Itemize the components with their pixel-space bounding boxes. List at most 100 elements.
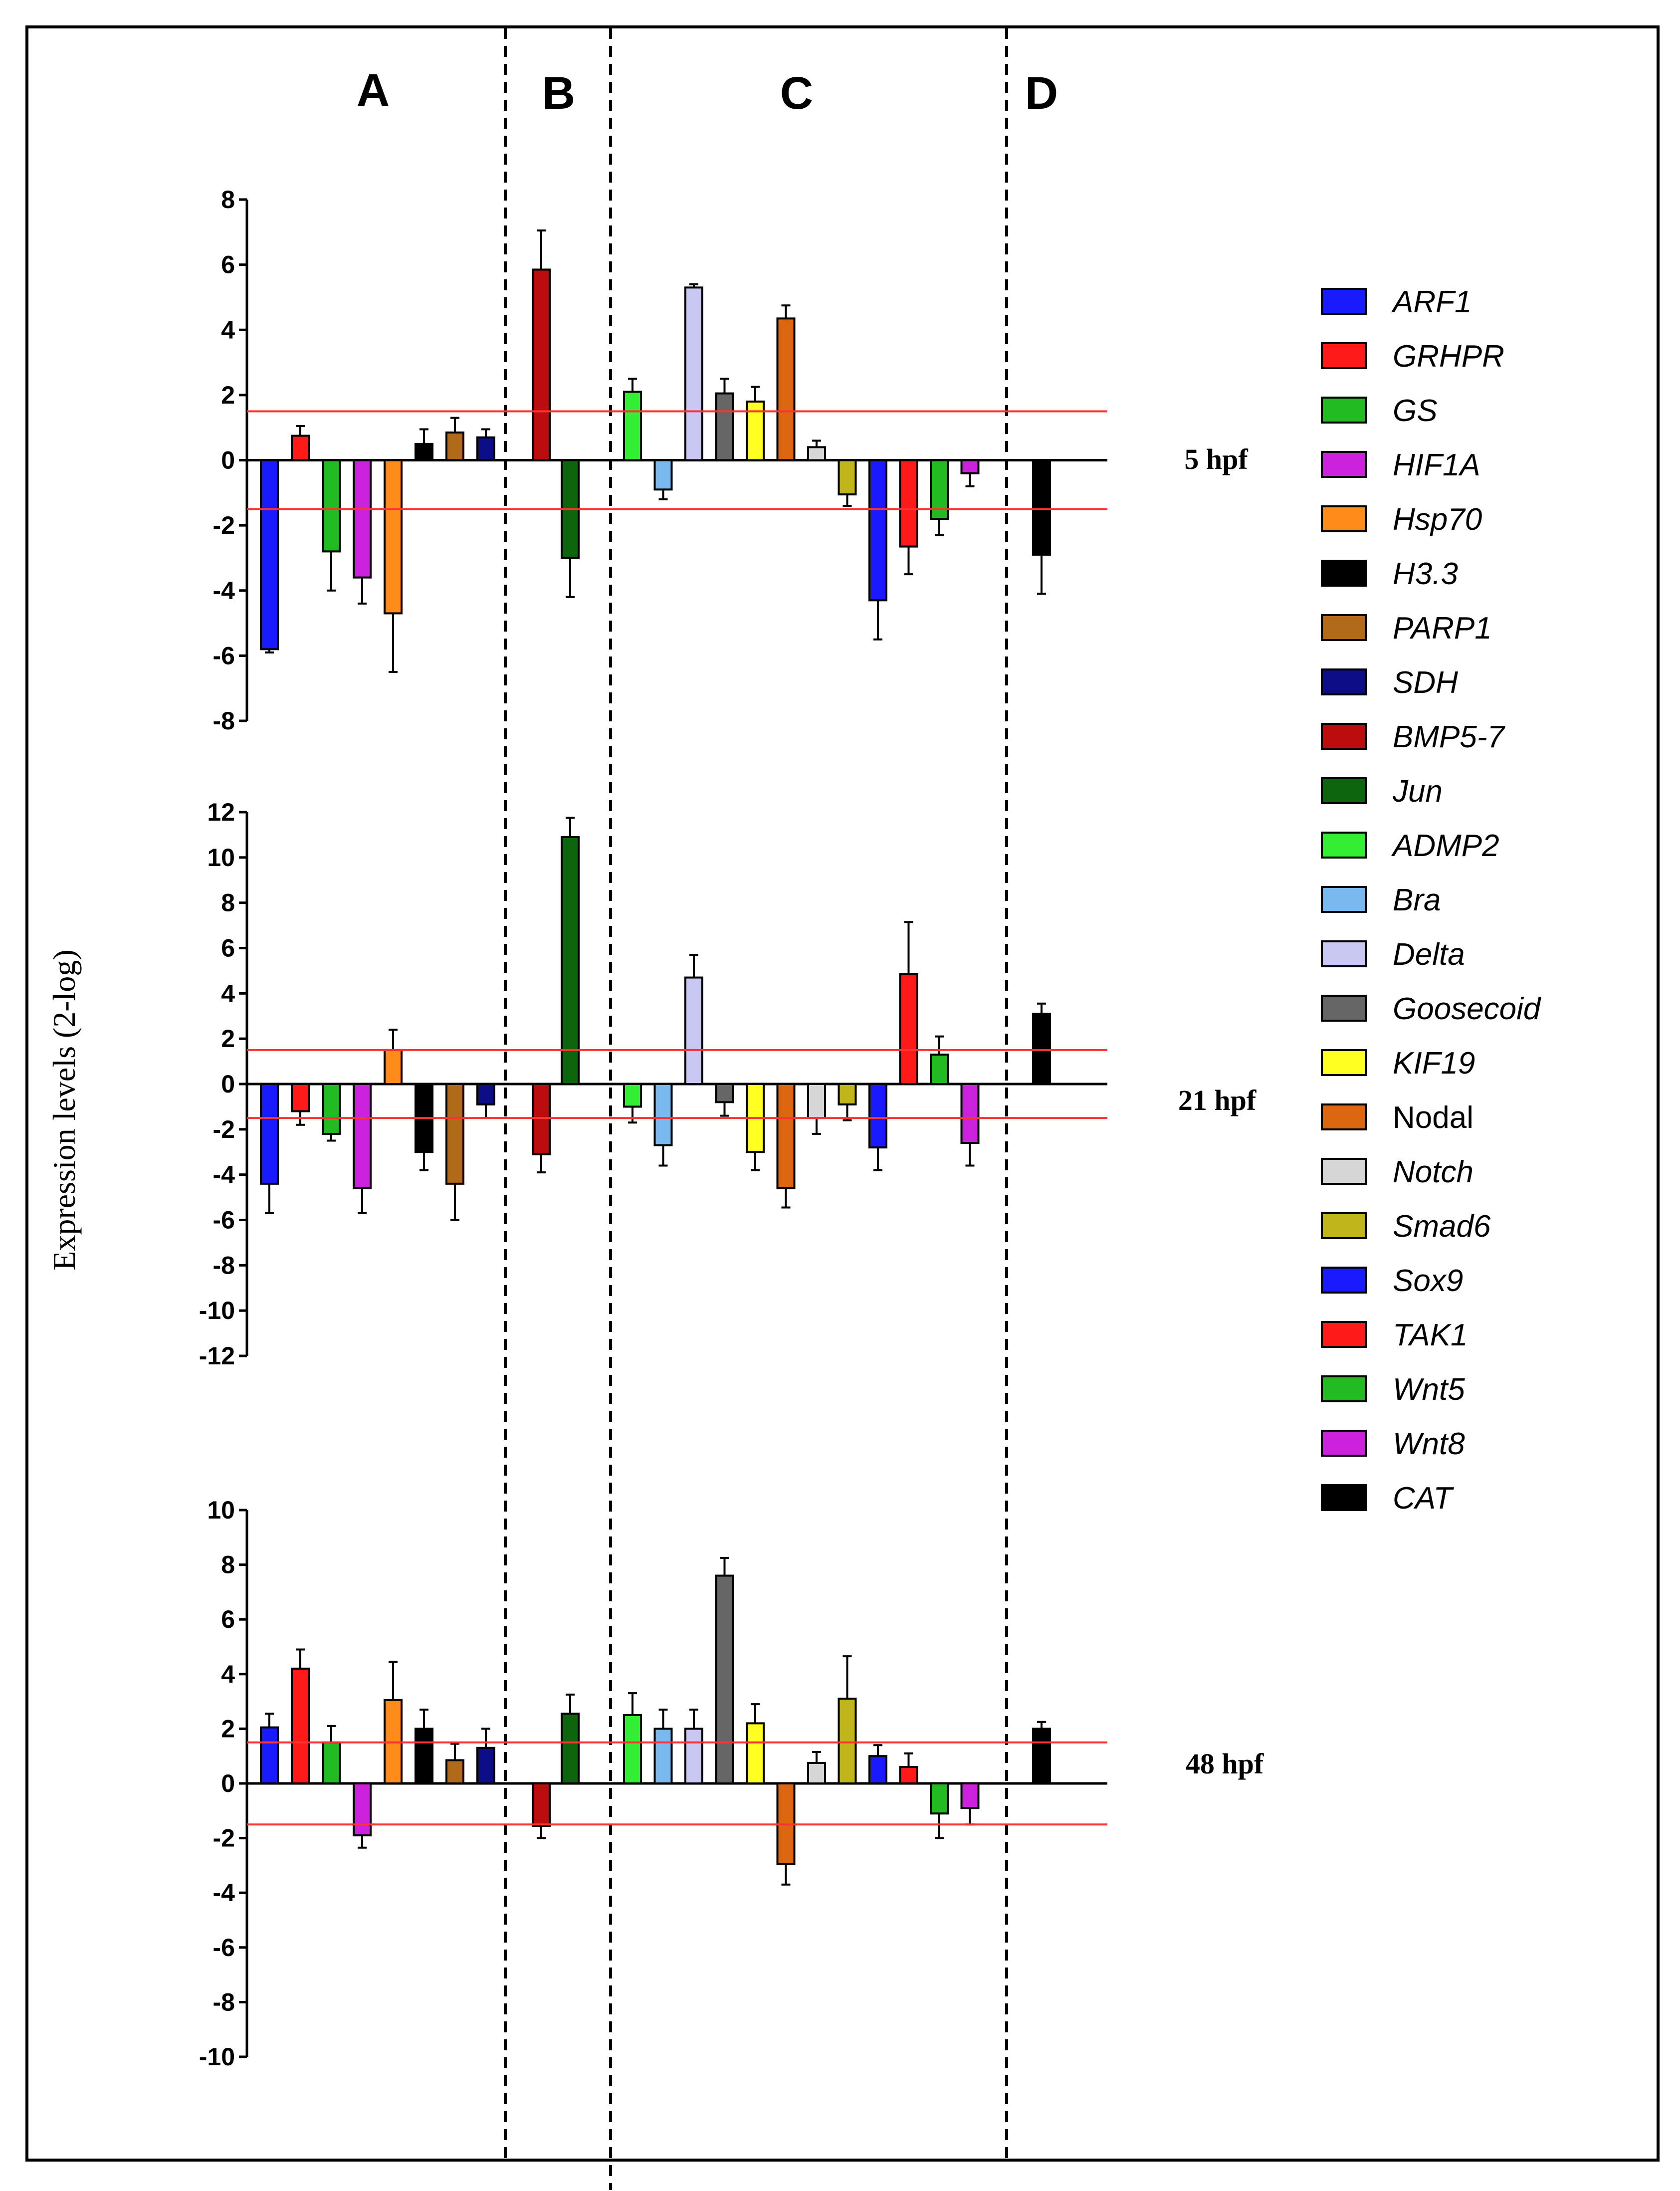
- bar-delta: [684, 976, 703, 1085]
- y-tick-label: -4: [213, 577, 235, 605]
- bar-hif1a: [353, 459, 372, 579]
- legend-label: Goosecoid: [1393, 992, 1542, 1026]
- legend-label: Notch: [1393, 1155, 1473, 1189]
- y-tick-label: 8: [221, 186, 235, 214]
- legend-swatch: [1321, 288, 1367, 315]
- group-label-c: C: [780, 68, 813, 119]
- bar-gs: [322, 1083, 341, 1135]
- bar-gs: [322, 1741, 341, 1785]
- bar-sox9: [868, 1083, 887, 1149]
- bar-arf1: [260, 459, 279, 651]
- bar-gs: [322, 459, 341, 553]
- legend-label: PARP1: [1393, 611, 1492, 646]
- bar-cat: [1032, 459, 1051, 556]
- legend-label: TAK1: [1393, 1318, 1468, 1352]
- legend-label: Hsp70: [1393, 502, 1482, 537]
- bar-smad6: [838, 1698, 857, 1785]
- bar-goosecoid: [715, 392, 734, 461]
- bar-arf1: [260, 1083, 279, 1185]
- bar-admp2: [623, 1083, 642, 1108]
- y-tick-label: 2: [221, 381, 235, 409]
- y-tick-label: -6: [213, 1206, 235, 1234]
- y-tick-label: -2: [213, 1115, 235, 1143]
- bar-tak1: [899, 459, 918, 548]
- bar-bra: [653, 1728, 673, 1784]
- legend-swatch: [1321, 1267, 1367, 1294]
- bar-tak1: [899, 973, 918, 1085]
- legend-swatch: [1321, 1484, 1367, 1511]
- bar-arf1: [260, 1726, 279, 1784]
- legend-label: Wnt5: [1393, 1372, 1465, 1407]
- legend-label: ADMP2: [1391, 829, 1499, 863]
- legend-swatch: [1321, 777, 1367, 804]
- bar-hif1a: [353, 1083, 372, 1189]
- bar-wnt8: [960, 459, 980, 474]
- legend-swatch: [1321, 1430, 1367, 1457]
- bar-admp2: [623, 391, 642, 461]
- bar-sdh: [476, 1747, 495, 1785]
- legend-label: GS: [1393, 394, 1438, 428]
- legend-swatch: [1321, 614, 1367, 641]
- bar-cat: [1032, 1728, 1051, 1784]
- bar-delta: [684, 286, 703, 461]
- legend-swatch: [1321, 723, 1367, 750]
- legend-swatch: [1321, 1103, 1367, 1130]
- bar-sdh: [476, 436, 495, 461]
- legend-swatch: [1321, 832, 1367, 859]
- bar-sdh: [476, 1083, 495, 1105]
- y-tick-label: 6: [221, 934, 235, 962]
- bar-notch: [807, 1083, 826, 1119]
- legend-label: Nodal: [1393, 1100, 1473, 1135]
- y-tick-label: 6: [221, 1605, 235, 1633]
- legend-swatch: [1321, 342, 1367, 369]
- y-tick-label: 0: [221, 1769, 235, 1797]
- panel-21hpf: 12 10 8 6 4 2 0 -2 -4 -6 -8 -10 -12 21 hpf: [199, 798, 1257, 1370]
- bar-hif1a: [353, 1782, 372, 1837]
- bar-bmp5-7: [532, 1083, 551, 1155]
- bar-sox9: [868, 459, 887, 602]
- y-tick-label: -4: [213, 1161, 235, 1189]
- bar-delta: [684, 1728, 703, 1784]
- y-tick-label: -6: [213, 1934, 235, 1962]
- legend-swatch: [1321, 995, 1367, 1022]
- bar-grhpr: [291, 1083, 310, 1112]
- legend: ARF1 GRHPR GS HIF1A Hsp70 H3.3 PARP1 SDH BMP5-7 J…: [1321, 285, 1542, 1516]
- bar-smad6: [838, 459, 857, 496]
- y-tick-label: -10: [199, 2043, 235, 2071]
- bar-goosecoid: [715, 1574, 734, 1785]
- y-tick-label: 8: [221, 889, 235, 917]
- y-tick-label: -6: [213, 642, 235, 669]
- bar-smad6: [838, 1083, 857, 1105]
- legend-label: SDH: [1393, 665, 1458, 700]
- bar-goosecoid: [715, 1083, 734, 1103]
- bar-sox9: [868, 1755, 887, 1784]
- y-tick-label: -8: [213, 707, 235, 735]
- legend-label: BMP5-7: [1393, 720, 1505, 754]
- y-tick-label: 4: [221, 1660, 235, 1688]
- legend-swatch: [1321, 560, 1367, 587]
- y-tick-label: 6: [221, 251, 235, 279]
- bar-hsp70: [384, 459, 403, 615]
- y-tick-label: 12: [207, 798, 235, 826]
- bar-nodal: [776, 317, 796, 461]
- legend-label: Bra: [1393, 883, 1441, 917]
- y-axis-title: Expression levels (2-log): [46, 949, 82, 1270]
- legend-swatch: [1321, 1049, 1367, 1076]
- y-tick-label: -8: [213, 1988, 235, 2016]
- bar-cat: [1032, 1013, 1051, 1086]
- legend-label: KIF19: [1393, 1046, 1475, 1081]
- legend-label: ARF1: [1391, 285, 1471, 319]
- y-tick-label: -2: [213, 511, 235, 539]
- legend-swatch: [1321, 1321, 1367, 1348]
- y-tick-label: -12: [199, 1342, 235, 1370]
- legend-swatch: [1321, 886, 1367, 913]
- y-tick-label: 10: [207, 844, 235, 872]
- bar-bmp5-7: [532, 1782, 551, 1827]
- bar-wnt8: [960, 1083, 980, 1144]
- bar-nodal: [776, 1083, 796, 1189]
- y-tick-label: -2: [213, 1824, 235, 1852]
- y-tick-label: -4: [213, 1879, 235, 1907]
- legend-label: Wnt8: [1393, 1427, 1465, 1461]
- y-tick-label: 2: [221, 1715, 235, 1743]
